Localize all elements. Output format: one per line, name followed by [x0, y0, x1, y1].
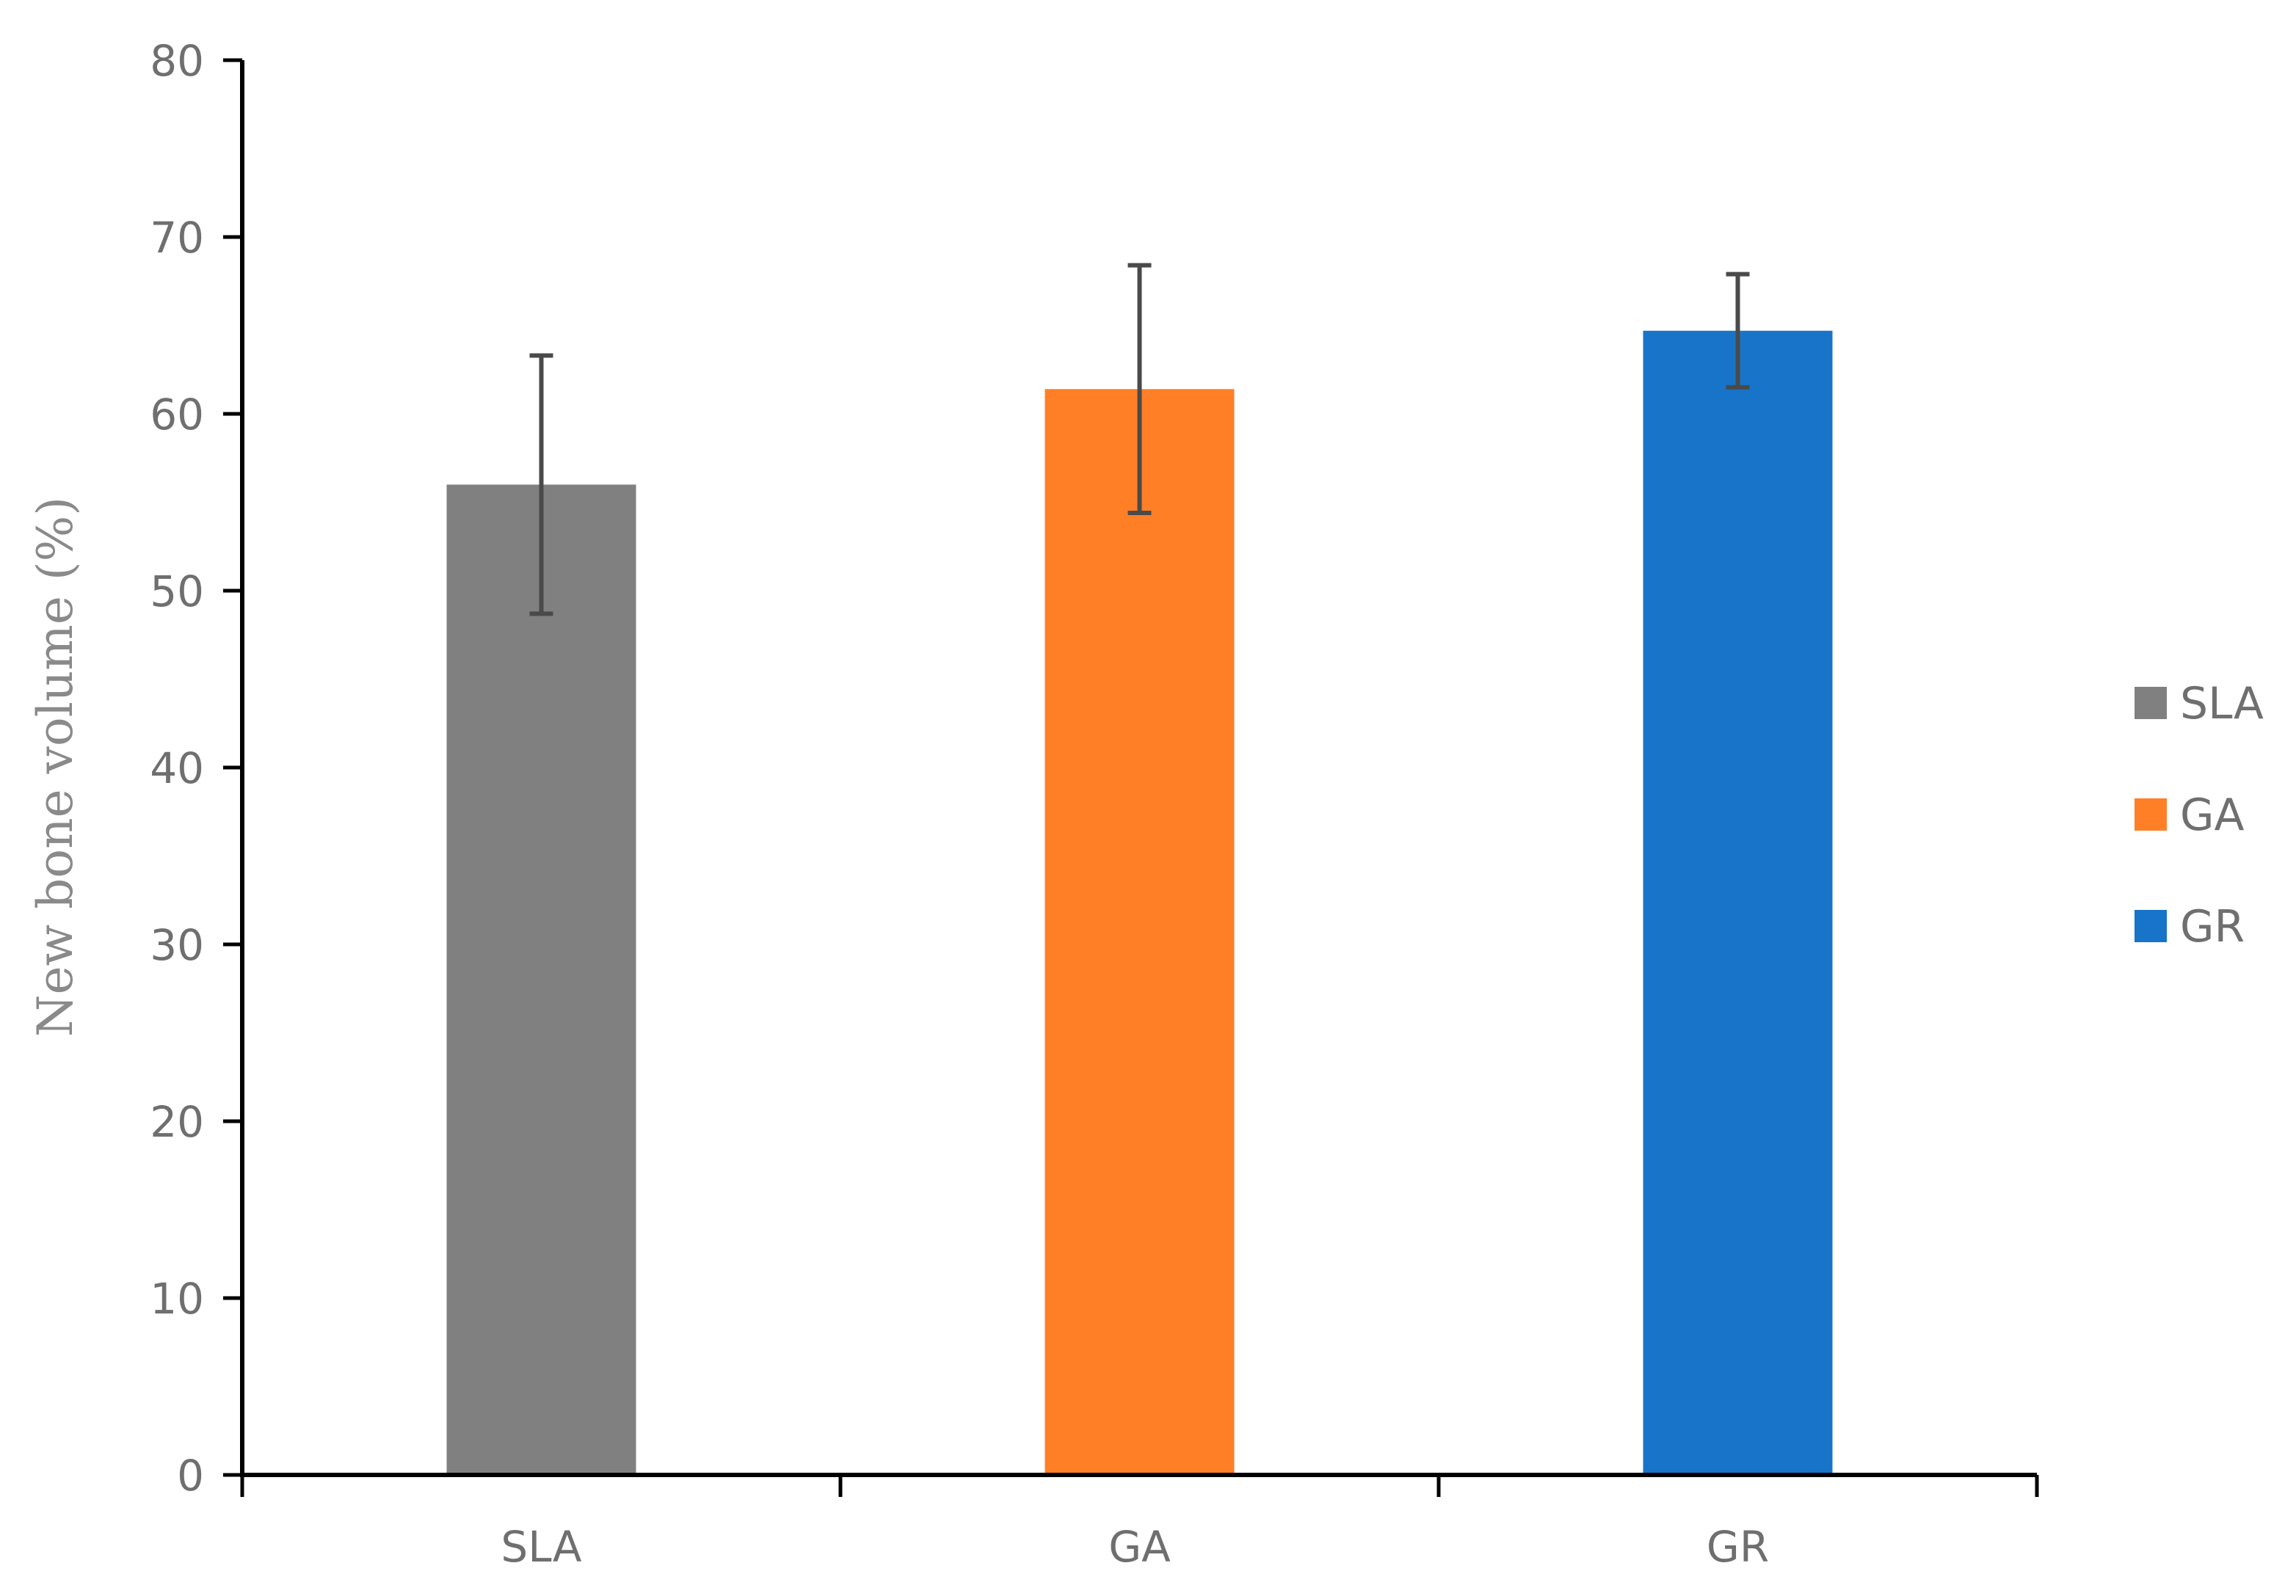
y-tick-label-80: 80: [150, 36, 204, 86]
x-tick-label-sla: SLA: [501, 1522, 581, 1572]
x-tick-labels: SLA GA GR: [501, 1522, 1769, 1572]
y-tick-label-40: 40: [150, 743, 204, 793]
y-tick-label-20: 20: [150, 1097, 204, 1147]
bar-sla: [446, 484, 636, 1475]
axes-group: [223, 58, 2039, 1497]
x-tick-label-ga: GA: [1108, 1522, 1171, 1572]
y-axis-title: New bone volume (%): [27, 497, 84, 1037]
x-tick-label-gr: GR: [1707, 1522, 1769, 1572]
bars-group: [446, 330, 1833, 1476]
legend-swatch-sla: [2135, 687, 2167, 719]
bar-ga: [1045, 389, 1235, 1475]
legend-swatch-ga: [2135, 798, 2167, 831]
y-tick-labels: 0 10 20 30 40 50 60 70 80: [150, 36, 204, 1501]
legend: SLA GA GR: [2135, 678, 2264, 952]
bar-gr: [1643, 330, 1833, 1476]
y-tick-label-10: 10: [150, 1274, 204, 1324]
y-tick-label-50: 50: [150, 566, 204, 616]
y-tick-label-60: 60: [150, 390, 204, 440]
legend-swatch-gr: [2135, 910, 2167, 942]
legend-label-ga: GA: [2180, 790, 2245, 841]
y-tick-label-0: 0: [177, 1451, 204, 1501]
y-tick-label-30: 30: [150, 920, 204, 970]
y-tick-label-70: 70: [150, 213, 204, 263]
error-bars-group: [529, 263, 1750, 616]
legend-label-sla: SLA: [2180, 678, 2264, 729]
legend-label-gr: GR: [2180, 901, 2245, 952]
